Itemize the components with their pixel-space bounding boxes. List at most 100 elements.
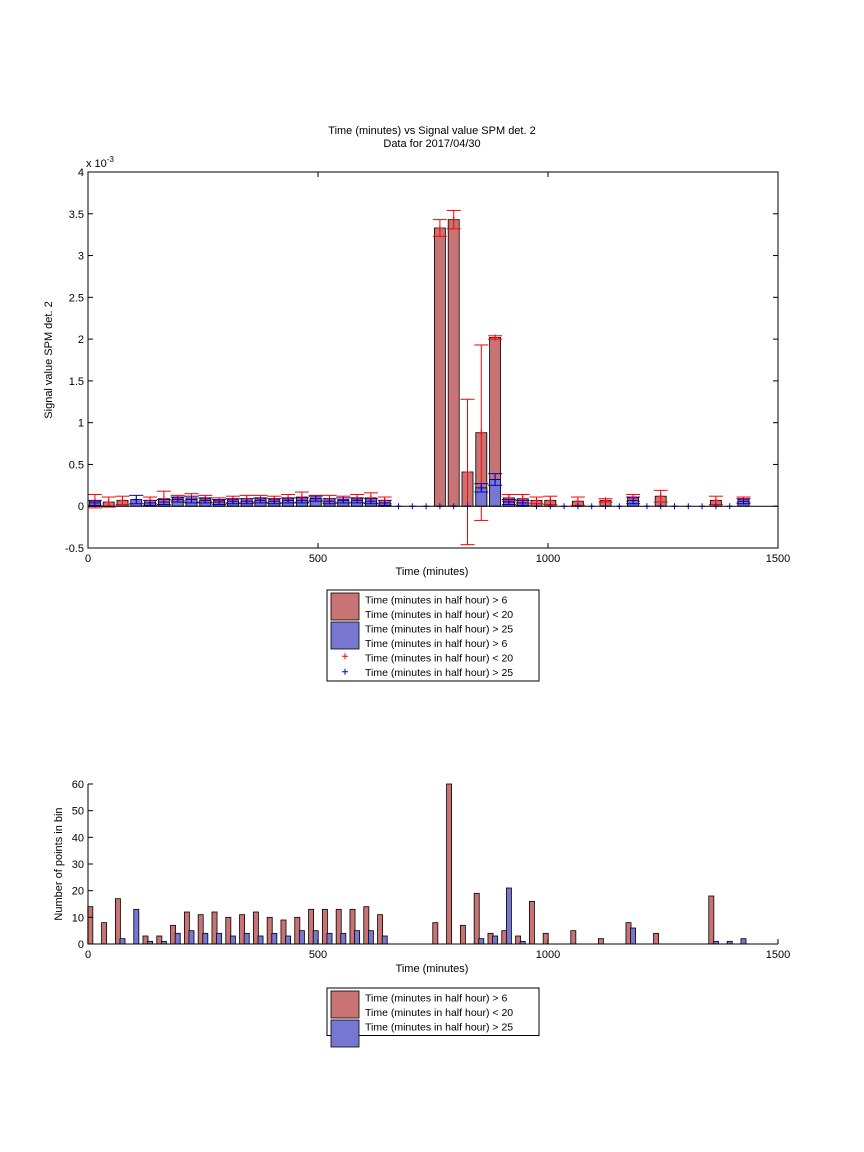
bottom-bar-s1-24	[630, 927, 637, 945]
top-marker-m1-14	[312, 495, 319, 502]
bottom-legend: Time (minutes in half hour) > 6 Time (min…	[326, 987, 540, 1048]
top-legend-label-2: Time (minutes in half hour) > 25	[365, 624, 513, 636]
top-marker-m0-25	[492, 334, 499, 341]
top-marker-m1-37	[630, 497, 637, 504]
top-legend: Time (minutes in half hour) > 6 Time (min…	[326, 589, 540, 682]
top-legend-swatch-2	[330, 621, 360, 650]
top-marker-m1-7	[216, 499, 223, 506]
bottom-bar-s0-2	[114, 898, 121, 945]
bottom-bar-s1-18	[367, 930, 374, 945]
bottom-x-tick-label-2: 1000	[536, 949, 560, 961]
top-x-tick-label-2: 1000	[536, 553, 560, 565]
bottom-legend-swatch-2	[330, 1019, 360, 1048]
top-legend-marker-5	[342, 668, 348, 675]
top-marker-m1-28	[505, 499, 512, 506]
top-chart: Time (minutes) vs Signal value SPM det. …	[43, 125, 790, 682]
top-legend-box	[326, 589, 540, 682]
top-marker-m0-24	[478, 429, 485, 436]
top-marker-m1-2	[147, 499, 154, 506]
bottom-y-tick-label-5: 50	[72, 806, 84, 818]
bottom-bar-s0-24	[473, 892, 480, 945]
top-chart-marks	[87, 209, 778, 546]
top-marker-m1-26	[478, 484, 485, 491]
bottom-bar-s0-30	[570, 930, 577, 945]
top-marker-m1-3	[160, 499, 167, 506]
bottom-bar-s0-0	[87, 906, 94, 945]
top-y-axis-label: Signal value SPM det. 2	[43, 301, 55, 418]
bottom-bar-s0-31	[597, 938, 604, 945]
top-y-tick-label-7: 3	[78, 251, 84, 263]
top-marker-m0-34	[712, 497, 719, 504]
bottom-chart: 0 500 1000 1500 0 10 20 30 40 50 60 Time (minutes)…	[53, 779, 790, 1048]
bottom-chart-marks	[87, 783, 747, 945]
bottom-legend-label-2: Time (minutes in half hour) > 25	[365, 1022, 513, 1034]
top-y-tick-label-0: -0.5	[65, 543, 84, 555]
top-marker-m1-4	[174, 496, 181, 503]
bottom-bar-s0-29	[542, 932, 549, 945]
top-legend-swatch-0	[330, 592, 360, 621]
top-legend-label-4: Time (minutes in half hour) < 20	[365, 653, 513, 665]
bottom-bar-s1-10	[257, 935, 264, 945]
top-x-tick-label-1: 500	[309, 553, 327, 565]
top-y-tick-label-1: 0	[78, 501, 84, 513]
bottom-y-tick-label-1: 10	[72, 912, 84, 924]
bottom-bar-s1-17	[354, 930, 361, 945]
top-x-tick-label-3: 1500	[766, 553, 790, 565]
bottom-y-axis-label: Number of points in bin	[53, 807, 65, 920]
top-marker-m1-16	[340, 497, 347, 504]
bottom-bar-s1-20	[478, 938, 485, 945]
top-y-tick-label-3: 1	[78, 418, 84, 430]
bottom-y-tick-label-2: 20	[72, 886, 84, 898]
top-marker-m1-18	[367, 498, 374, 505]
top-marker-m0-30	[574, 498, 581, 505]
top-marker-m0-21	[436, 224, 443, 231]
top-marker-m1-15	[326, 498, 333, 505]
bottom-legend-label-1: Time (minutes in half hour) < 20	[365, 1007, 513, 1019]
top-marker-m1-12	[285, 497, 292, 504]
bottom-bar-s1-4	[174, 932, 181, 945]
top-marker-m1-11	[271, 498, 278, 505]
bottom-x-axis-label: Time (minutes)	[396, 963, 469, 975]
bottom-bar-s1-5	[188, 930, 195, 945]
top-marker-m1-17	[354, 497, 361, 504]
top-marker-m0-31	[602, 497, 609, 504]
top-bar-s0-21	[433, 227, 446, 507]
bottom-bar-s0-34	[708, 895, 715, 945]
bottom-y-tick-label-4: 40	[72, 832, 84, 844]
bottom-bar-s1-14	[312, 930, 319, 945]
bottom-bar-s1-19	[381, 935, 388, 945]
top-y-tick-label-6: 2.5	[69, 292, 84, 304]
bottom-bar-s0-21	[432, 922, 439, 945]
top-chart-ticks: 0 500 1000 1500-0.500.511.522.533.54	[65, 167, 790, 565]
top-marker-m1-27	[492, 476, 499, 483]
top-plot-frame	[87, 171, 779, 549]
bottom-bar-s1-11	[271, 932, 278, 945]
top-marker-m0-23	[464, 468, 471, 475]
top-chart-title: Time (minutes) vs Signal value SPM det. …	[328, 125, 535, 137]
top-marker-m1-19	[381, 499, 388, 506]
bottom-bar-s1-22	[505, 887, 512, 945]
top-marker-m0-22	[450, 216, 457, 223]
bottom-bar-s1-1	[133, 908, 140, 945]
bottom-bar-s0-33	[653, 932, 660, 945]
bottom-bar-s0-23	[459, 924, 466, 945]
top-y-tick-label-8: 3.5	[69, 209, 84, 221]
top-legend-label-5: Time (minutes in half hour) > 25	[365, 667, 513, 679]
top-marker-m1-0	[91, 499, 98, 506]
bottom-bar-s1-9	[243, 932, 250, 945]
bottom-bar-s1-15	[326, 932, 333, 945]
top-bar-s0-22	[447, 219, 460, 507]
top-y-tick-label-9: 4	[78, 167, 84, 179]
top-marker-m0-33	[657, 493, 664, 500]
bottom-x-tick-label-0: 0	[85, 949, 91, 961]
bottom-y-tick-label-0: 0	[78, 939, 84, 951]
bottom-bar-s1-13	[298, 930, 305, 945]
bottom-bar-s1-8	[229, 935, 236, 945]
bottom-bar-s1-0	[119, 938, 126, 945]
top-x-tick-label-0: 0	[85, 553, 91, 565]
top-x-axis-label: Time (minutes)	[396, 566, 469, 578]
top-marker-m1-9	[243, 498, 250, 505]
top-marker-m1-6	[202, 497, 209, 504]
bottom-legend-swatch-0	[330, 990, 360, 1019]
